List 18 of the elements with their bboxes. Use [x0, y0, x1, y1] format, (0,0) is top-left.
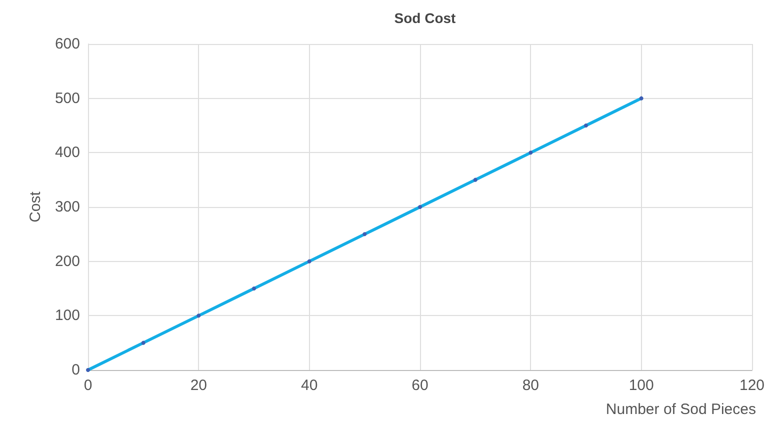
x-tick-label: 120: [739, 377, 765, 394]
x-tick-label: 20: [190, 377, 208, 394]
y-tick-label: 200: [54, 252, 80, 270]
y-tick-label: 500: [54, 90, 80, 107]
y-tick-label: 400: [54, 144, 80, 162]
line-series: [86, 96, 644, 372]
x-tick-label: 100: [628, 377, 654, 394]
x-tick-label: 0: [84, 377, 92, 394]
y-tick-label: 600: [54, 36, 80, 52]
y-axis-title: Cost: [27, 190, 44, 222]
x-tick-label: 60: [412, 377, 428, 394]
chart-title: Sod Cost: [394, 10, 456, 26]
y-tick-label: 300: [54, 198, 80, 216]
x-axis-title: Number of Sod Pieces: [606, 401, 756, 418]
y-tick-label: 100: [54, 307, 80, 324]
x-tick-label: 40: [300, 377, 318, 394]
x-tick-label: 80: [522, 377, 540, 394]
y-tick-label: 0: [72, 362, 80, 378]
